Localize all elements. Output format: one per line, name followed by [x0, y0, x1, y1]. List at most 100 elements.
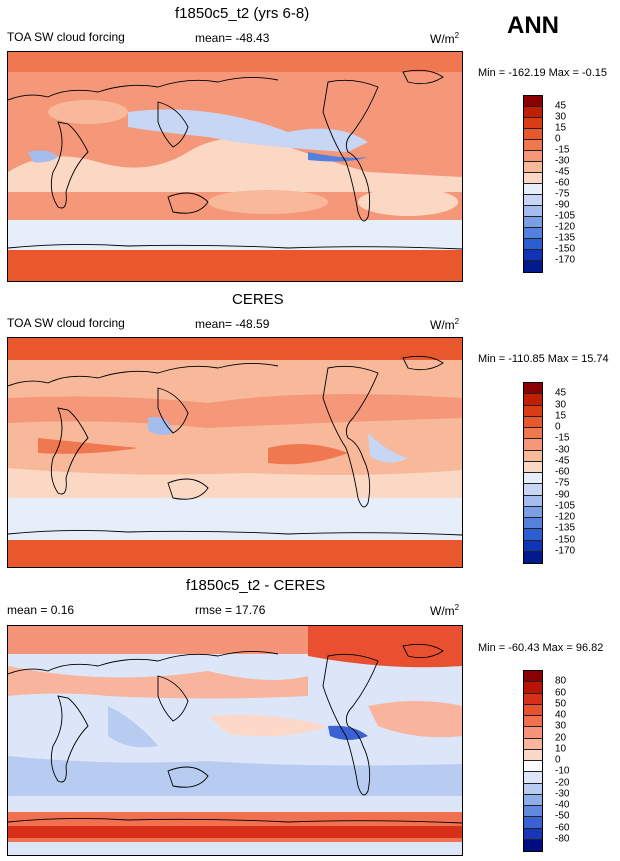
- colorbar-tick-label: -135: [555, 522, 576, 534]
- panel-2-title: CERES: [232, 291, 284, 308]
- colorbar-tick-label: -75: [555, 188, 570, 200]
- colorbar-tick-label: -20: [555, 777, 570, 788]
- colorbar-swatch: [524, 484, 542, 496]
- colorbar-tick-label: -60: [555, 177, 570, 189]
- colorbar-swatch: [524, 518, 542, 530]
- colorbar-swatch: [524, 206, 542, 217]
- colorbar-tick-label: -75: [555, 477, 570, 489]
- colorbar-swatch: [524, 383, 542, 395]
- colorbar-tick-label: -10: [555, 765, 570, 777]
- colorbar-tick-label: -45: [555, 455, 570, 467]
- colorbar-tick-label: -60: [555, 466, 570, 478]
- colorbar-tick-label: 15: [555, 410, 567, 422]
- panel-3-mean-label: mean = 0.16: [7, 603, 75, 617]
- colorbar-swatch: [524, 162, 542, 173]
- colorbar-swatch: [524, 450, 542, 462]
- colorbar-tick-label: -170: [555, 545, 576, 557]
- colorbar-tick-label: 40: [555, 709, 567, 721]
- panel-1-units: W/m2: [430, 31, 460, 46]
- colorbar-swatch: [524, 416, 542, 428]
- season-label: ANN: [507, 12, 559, 39]
- colorbar-swatch: [524, 250, 542, 261]
- panel-2-map: [7, 337, 463, 568]
- colorbar-swatch: [524, 184, 542, 195]
- colorbar-swatch: [524, 217, 542, 228]
- colorbar-swatch: [524, 461, 542, 473]
- colorbar-tick-label: 0: [555, 754, 561, 766]
- colorbar-tick-label: 45: [555, 100, 567, 112]
- colorbar-tick-label: -60: [555, 822, 570, 833]
- colorbar-swatch: [524, 761, 542, 773]
- panel-1-title: f1850c5_t2 (yrs 6-8): [175, 5, 310, 22]
- colorbar-swatch: [524, 817, 542, 829]
- colorbar-swatch: [524, 693, 542, 705]
- colorbar-tick-label: 30: [555, 399, 567, 410]
- colorbar-tick-label: -150: [555, 534, 576, 545]
- colorbar-swatch: [524, 529, 542, 541]
- colorbar-swatch: [524, 405, 542, 417]
- colorbar-tick-label: -120: [555, 221, 576, 233]
- colorbar-swatch: [524, 151, 542, 162]
- colorbar-tick-label: -135: [555, 232, 576, 244]
- panel-3-title: f1850c5_t2 - CERES: [186, 577, 326, 594]
- colorbar-swatch: [524, 540, 542, 552]
- colorbar-tick-label: -120: [555, 511, 576, 523]
- colorbar-swatch: [524, 495, 542, 507]
- colorbar-tick-label: -150: [555, 243, 576, 255]
- colorbar-tick-label: -90: [555, 489, 570, 500]
- colorbar-tick-label: 0: [555, 133, 561, 145]
- colorbar-tick-label: -45: [555, 166, 570, 178]
- colorbar-tick-label: 10: [555, 743, 567, 755]
- colorbar-swatch: [524, 261, 542, 272]
- panel-2-min-max: Min = -110.85 Max = 15.74: [478, 353, 609, 365]
- colorbar-swatch: [524, 439, 542, 451]
- colorbar-tick-label: 60: [555, 687, 567, 698]
- colorbar-tick-label: 0: [555, 421, 561, 433]
- colorbar-swatch: [524, 839, 542, 851]
- colorbar-tick-label: -105: [555, 210, 576, 222]
- colorbar-tick-label: 45: [555, 387, 567, 399]
- colorbar-tick-label: 80: [555, 675, 567, 687]
- colorbar-tick-label: 15: [555, 122, 567, 134]
- colorbar-swatch: [524, 239, 542, 250]
- colorbar-tick-label: -90: [555, 199, 570, 211]
- panel-1-left-label: TOA SW cloud forcing: [7, 30, 125, 44]
- colorbar-tick-label: 30: [555, 111, 567, 123]
- colorbar-swatch: [524, 738, 542, 750]
- colorbar-tick-label: -15: [555, 144, 570, 156]
- colorbar-swatch: [524, 195, 542, 206]
- panel-3-map: [7, 625, 463, 856]
- colorbar-swatch: [524, 749, 542, 761]
- colorbar-tick-label: -50: [555, 810, 570, 822]
- colorbar-swatch: [524, 551, 542, 563]
- colorbar-swatch: [524, 828, 542, 840]
- colorbar-swatch: [524, 473, 542, 485]
- panel-1-colorbar: [523, 95, 543, 273]
- colorbar-swatch: [524, 671, 542, 683]
- panel-2-left-label: TOA SW cloud forcing: [7, 316, 125, 330]
- colorbar-swatch: [524, 704, 542, 716]
- colorbar-swatch: [524, 794, 542, 806]
- colorbar-tick-label: -105: [555, 500, 576, 512]
- colorbar-swatch: [524, 806, 542, 818]
- colorbar-swatch: [524, 394, 542, 406]
- colorbar-tick-label: 20: [555, 732, 567, 743]
- colorbar-swatch: [524, 727, 542, 739]
- panel-3-min-max: Min = -60.43 Max = 96.82: [478, 642, 604, 654]
- panel-3-units: W/m2: [430, 603, 460, 618]
- panel-2-units: W/m2: [430, 317, 460, 332]
- panel-3-colorbar: [523, 670, 543, 852]
- colorbar-swatch: [524, 107, 542, 118]
- colorbar-swatch: [524, 428, 542, 440]
- panel-1-map: [7, 51, 463, 282]
- colorbar-tick-label: -40: [555, 799, 570, 811]
- colorbar-tick-label: 30: [555, 720, 567, 732]
- panel-1-min-max: Min = -162.19 Max = -0.15: [478, 67, 608, 79]
- colorbar-tick-label: 50: [555, 698, 567, 710]
- colorbar-swatch: [524, 783, 542, 795]
- panel-2-mean-label: mean= -48.59: [195, 317, 270, 331]
- colorbar-swatch: [524, 682, 542, 694]
- colorbar-swatch: [524, 140, 542, 151]
- colorbar-tick-label: -80: [555, 833, 570, 845]
- colorbar-tick-label: -30: [555, 444, 570, 455]
